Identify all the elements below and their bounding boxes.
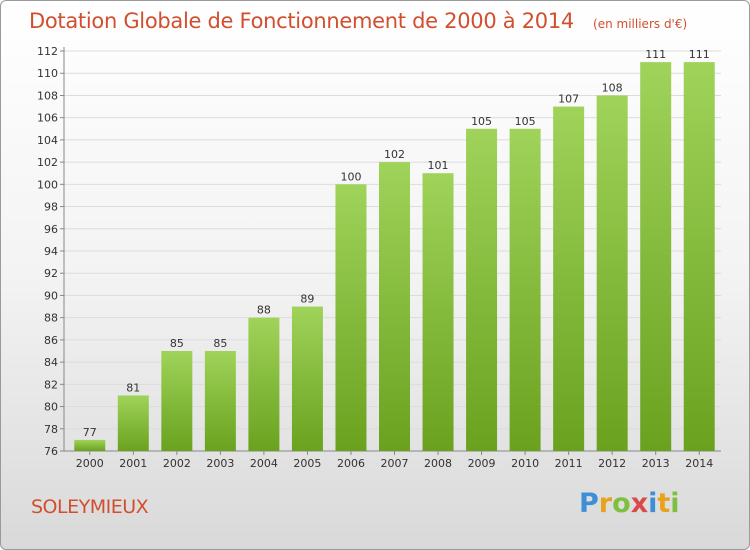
x-tick-label: 2005 (293, 457, 321, 470)
data-label: 111 (689, 48, 710, 61)
y-tick-label: 92 (44, 267, 58, 280)
x-tick-label: 2010 (511, 457, 539, 470)
x-tick-label: 2002 (163, 457, 191, 470)
bar (248, 317, 280, 451)
bar (553, 106, 585, 452)
x-tick-label: 2009 (468, 457, 496, 470)
data-label: 107 (558, 93, 579, 106)
y-tick-label: 88 (44, 312, 58, 325)
bar (466, 128, 498, 451)
bar (640, 62, 672, 451)
y-tick-label: 108 (37, 89, 58, 102)
data-label: 81 (126, 381, 140, 394)
x-tick-label: 2003 (206, 457, 234, 470)
logo-letter: x (630, 488, 649, 519)
x-tick-label: 2006 (337, 457, 365, 470)
logo-letter: t (657, 488, 671, 519)
y-tick-label: 106 (37, 112, 58, 125)
bar (422, 173, 454, 451)
logo-letter: i (670, 488, 680, 519)
data-label: 105 (471, 115, 492, 128)
data-label: 108 (602, 81, 623, 94)
title-row: Dotation Globale de Fonctionnement de 20… (29, 9, 687, 33)
bar (379, 162, 410, 451)
y-tick-label: 86 (44, 334, 58, 347)
y-tick-label: 80 (44, 401, 58, 414)
bar (117, 395, 149, 451)
data-label: 85 (213, 337, 227, 350)
logo-letter: o (612, 488, 631, 519)
y-tick-label: 104 (37, 134, 58, 147)
commune-name: SOLEYMIEUX (31, 496, 149, 518)
bar (596, 95, 628, 451)
x-tick-label: 2004 (250, 457, 278, 470)
y-tick-label: 100 (37, 178, 58, 191)
y-tick-label: 82 (44, 378, 58, 391)
proxiti-logo: Proxiti (579, 488, 680, 519)
x-tick-label: 2013 (642, 457, 670, 470)
y-tick-label: 110 (37, 67, 58, 80)
data-label: 89 (300, 293, 314, 306)
x-tick-label: 2001 (119, 457, 147, 470)
bar (204, 351, 236, 451)
x-tick-label: 2012 (598, 457, 626, 470)
logo-letter: i (648, 488, 658, 519)
y-tick-label: 112 (37, 45, 58, 58)
y-tick-label: 78 (44, 423, 58, 436)
y-tick-label: 84 (44, 356, 58, 369)
data-label: 102 (384, 148, 405, 161)
logo-letter: P (579, 488, 599, 519)
bar (335, 184, 367, 452)
bar (683, 62, 715, 451)
bar (509, 128, 541, 451)
y-tick-label: 90 (44, 289, 58, 302)
data-label: 88 (257, 304, 271, 317)
data-label: 101 (428, 159, 449, 172)
unit-note: (en milliers d'€) (593, 17, 688, 31)
x-tick-label: 2011 (555, 457, 583, 470)
data-label: 100 (340, 170, 361, 183)
y-tick-label: 102 (37, 156, 58, 169)
data-label: 77 (83, 426, 97, 439)
x-tick-label: 2000 (76, 457, 104, 470)
chart-title: Dotation Globale de Fonctionnement de 20… (29, 9, 574, 33)
bar (291, 306, 323, 451)
y-tick-label: 94 (44, 245, 58, 258)
x-tick-label: 2014 (685, 457, 713, 470)
bar (161, 351, 193, 451)
y-tick-label: 98 (44, 201, 58, 214)
y-tick-label: 76 (44, 445, 58, 458)
data-label: 85 (170, 337, 184, 350)
x-tick-label: 2007 (381, 457, 409, 470)
y-tick-label: 96 (44, 223, 58, 236)
bar (74, 439, 106, 451)
data-label: 111 (645, 48, 666, 61)
logo-letter: r (598, 488, 613, 519)
x-tick-label: 2008 (424, 457, 452, 470)
data-label: 105 (515, 115, 536, 128)
